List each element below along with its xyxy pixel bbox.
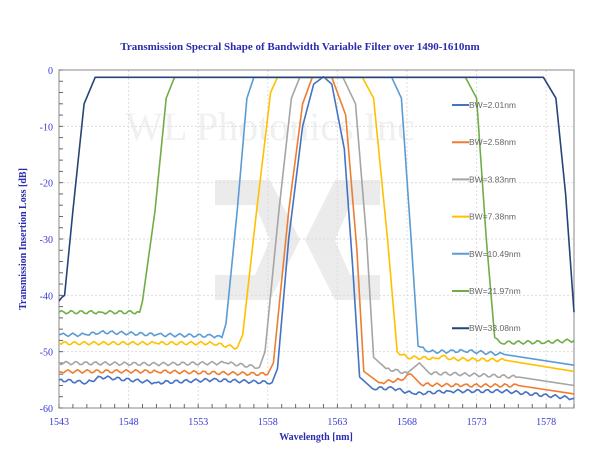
x-tick-label: 1568 [397, 417, 417, 428]
series-line-bw-10-49nm [58, 76, 575, 366]
y-tick-label: -20 [40, 179, 53, 190]
x-tick-label: 1573 [467, 417, 487, 428]
x-tick-label: 1578 [536, 417, 556, 428]
watermark-logo [215, 180, 380, 300]
watermark: WL Photonics Inc [125, 104, 415, 300]
y-tick-label: 0 [48, 66, 53, 77]
y-tick-label: -30 [40, 235, 53, 246]
gridlines [59, 70, 574, 408]
y-tick-label: -10 [40, 122, 53, 133]
legend: BW=2.01nm BW=2.58nm BW=3.83nm BW=7.38nm BW=1… [452, 100, 521, 333]
legend-label: BW=33.08nm [469, 323, 521, 333]
series-group [58, 76, 575, 401]
y-tick-label: -40 [40, 291, 53, 302]
legend-label: BW=21.97nm [469, 286, 521, 296]
series-line-bw-3-83nm [58, 76, 575, 387]
watermark-text: WL Photonics Inc [125, 104, 415, 149]
legend-label: BW=3.83nm [469, 174, 516, 184]
legend-label: BW=10.49nm [469, 249, 521, 259]
chart-title: Transmission Specral Shape of Bandwidth … [120, 41, 479, 53]
y-tick-label: -60 [40, 404, 53, 415]
axes: 1543 1548 1553 1558 1563 1568 1573 1578 0 -10 -20 -… [40, 66, 575, 428]
x-tick-label: 1548 [119, 417, 139, 428]
series-line-bw-2-58nm [58, 76, 575, 395]
legend-label: BW=2.58nm [469, 137, 516, 147]
x-tick-label: 1558 [258, 417, 278, 428]
legend-label: BW=7.38nm [469, 212, 516, 222]
series-line-bw-33-08nm [58, 76, 575, 313]
x-tick-label: 1553 [188, 417, 208, 428]
x-tick-label: 1543 [49, 417, 69, 428]
series-line-bw-2-01nm [58, 76, 575, 401]
series-line-bw-21-97nm [58, 76, 575, 345]
legend-label: BW=2.01nm [469, 100, 516, 110]
y-axis-label: Transmission Insertion Loss [dB] [18, 168, 29, 310]
x-axis-label: Wavelength [nm] [279, 432, 353, 443]
y-tick-label: -50 [40, 348, 53, 359]
x-tick-label: 1563 [327, 417, 347, 428]
series-line-bw-7-38nm [58, 76, 575, 373]
